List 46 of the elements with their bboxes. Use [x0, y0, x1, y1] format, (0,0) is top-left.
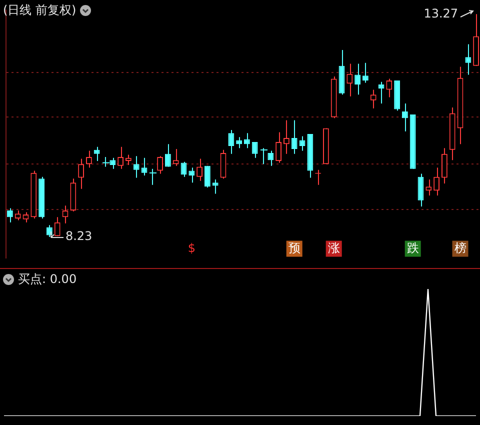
- candlestick: [14, 210, 21, 221]
- annotation: 13.27: [424, 6, 458, 20]
- candlestick: [228, 130, 234, 154]
- candlestick: [164, 144, 171, 168]
- candlestick: [133, 156, 140, 178]
- candlestick: [125, 154, 132, 166]
- candlestick: [276, 132, 282, 164]
- candlestick: [78, 158, 84, 190]
- annotation: 榜: [454, 240, 466, 255]
- candlestick: [188, 167, 195, 184]
- candlestick: [252, 141, 258, 158]
- annotation: 涨: [328, 240, 340, 255]
- candlestick: [426, 179, 432, 196]
- chart-title: 买点: 0.00: [18, 271, 77, 288]
- annotation: 预: [288, 240, 300, 255]
- candlestick: [212, 179, 218, 194]
- chart-title: (日线 前复权): [3, 2, 76, 19]
- candlestick: [260, 148, 268, 165]
- annotation: 8.23: [65, 229, 92, 244]
- candlestick: [354, 63, 361, 96]
- candlestick: [204, 165, 210, 188]
- annotation: 跌: [406, 240, 419, 255]
- candlestick: [180, 161, 187, 178]
- candlestick: [236, 136, 242, 149]
- candlestick: [22, 212, 29, 223]
- candlestick: [54, 216, 60, 237]
- candlestick: [157, 156, 164, 174]
- candlestick: [434, 167, 440, 196]
- candlestick: [378, 81, 384, 104]
- candlestick: [149, 168, 157, 186]
- candlestick: [141, 157, 148, 176]
- candlestick: [370, 89, 376, 109]
- candlestick: [283, 120, 290, 154]
- candlestick: [402, 102, 408, 132]
- candlestick: [220, 149, 226, 180]
- candlestick: [172, 148, 179, 166]
- candlestick: [291, 120, 298, 154]
- candlestick: [299, 136, 306, 152]
- candlestick: [196, 158, 203, 182]
- annotation: $: [188, 240, 196, 255]
- candlestick: [441, 148, 448, 184]
- candlestick: [94, 146, 100, 162]
- candlestick: [362, 62, 368, 84]
- candlestick: [465, 44, 472, 76]
- candlestick: [268, 150, 274, 166]
- candlestick: [346, 63, 353, 97]
